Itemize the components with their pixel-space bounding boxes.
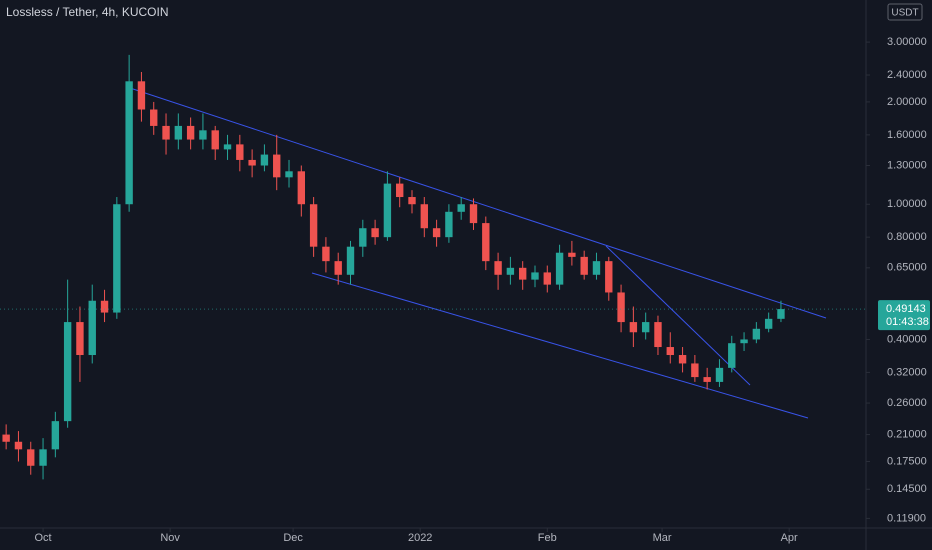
chart-title: Lossless / Tether, 4h, KUCOIN	[6, 5, 169, 19]
candle-body	[125, 81, 133, 205]
candle-body	[678, 355, 687, 364]
candle-body	[14, 441, 23, 450]
last-price-label: 0.49143	[886, 303, 926, 315]
candle-body	[580, 256, 588, 275]
candle-body	[568, 252, 576, 257]
x-tick-label: Mar	[653, 532, 672, 544]
y-tick-label: 0.14500	[887, 483, 927, 495]
y-tick-label: 0.21000	[887, 428, 927, 440]
candle-body	[371, 228, 379, 238]
candle-body	[162, 125, 170, 140]
candle-body	[715, 367, 724, 382]
candle-body	[641, 322, 650, 333]
x-tick-label: Feb	[538, 532, 557, 544]
candle-body	[777, 309, 785, 319]
y-tick-label: 1.00000	[887, 198, 927, 210]
plot: 3.00000 2.40000 2.00000 1.60000 1.30000 1.000…	[0, 36, 930, 544]
y-tick-label: 0.65000	[887, 262, 927, 274]
candle-body	[691, 363, 699, 378]
countdown-label: 01:43:38	[886, 316, 929, 328]
y-tick-label: 2.00000	[887, 96, 927, 108]
x-tick-label: 2022	[408, 532, 432, 544]
candle-body	[445, 211, 453, 238]
x-tick-label: Nov	[160, 532, 180, 544]
candle-body	[273, 154, 281, 178]
y-tick-label: 3.00000	[887, 36, 927, 48]
candle-body	[666, 347, 674, 356]
upper-channel-line	[129, 87, 827, 319]
candle-body	[199, 130, 207, 140]
candle-body	[432, 228, 441, 238]
candle-body	[359, 228, 367, 247]
y-tick-label: 0.11900	[887, 512, 926, 524]
y-tick-label: 0.80000	[887, 231, 927, 243]
currency-box[interactable]	[887, 3, 923, 21]
y-tick-label: 1.60000	[887, 129, 927, 141]
candle-body	[457, 204, 465, 212]
candle-body	[223, 144, 232, 150]
candle-body	[740, 339, 748, 344]
y-tick-label: 2.40000	[887, 69, 927, 81]
candle-body	[555, 252, 564, 285]
y-tick-label: 0.40000	[887, 333, 927, 345]
candle-body	[764, 318, 773, 329]
candle-body	[76, 322, 84, 356]
candle-body	[150, 109, 158, 126]
trend-lines	[129, 87, 827, 419]
candle-body	[482, 223, 490, 262]
candle-body	[519, 267, 527, 280]
candle-body	[322, 246, 330, 262]
candle-body	[285, 171, 293, 178]
x-tick-label: Apr	[781, 532, 798, 544]
candle-body	[469, 204, 478, 224]
lower-channel-line	[311, 272, 809, 419]
y-tick-label: 0.17500	[887, 455, 927, 467]
candle-body	[113, 204, 121, 313]
y-tick-label: 0.32000	[887, 366, 927, 378]
candle-body	[531, 272, 539, 280]
candle-body	[383, 183, 392, 238]
candle-body	[100, 300, 109, 313]
candle-body	[346, 246, 355, 275]
candle-body	[605, 261, 613, 293]
candle-body	[654, 322, 662, 348]
candle-body	[236, 144, 244, 160]
candle-body	[334, 261, 342, 275]
candle-body	[63, 322, 72, 422]
candle-body	[728, 343, 736, 368]
candle-body	[752, 328, 761, 340]
candle-body	[51, 421, 60, 450]
candle-body	[2, 434, 10, 442]
x-tick-label: Dec	[283, 532, 303, 544]
candle-body	[174, 125, 183, 140]
candle-body	[137, 81, 146, 110]
candle-body	[297, 171, 306, 205]
y-tick-label: 0.26000	[887, 397, 927, 409]
short-trend-line	[605, 245, 751, 386]
candle-body	[506, 267, 515, 275]
candle-body	[39, 449, 47, 466]
candle-body	[396, 183, 404, 198]
candle-body	[260, 154, 269, 166]
x-tick-label: Oct	[34, 532, 51, 544]
candle-body	[248, 159, 256, 166]
candle-body	[592, 261, 601, 275]
candle-body	[617, 292, 625, 323]
last-price-box	[878, 300, 930, 331]
candle-body	[629, 322, 638, 333]
candle-body	[211, 130, 219, 150]
candle-body	[494, 261, 502, 275]
candle-body	[543, 272, 551, 285]
candle-body	[703, 377, 711, 382]
y-tick-label: 1.30000	[887, 159, 927, 171]
candle-body	[88, 300, 96, 356]
candle-body	[420, 204, 428, 229]
candle-body	[27, 449, 35, 466]
currency-label[interactable]: USDT	[891, 8, 918, 19]
candle-body	[408, 197, 416, 205]
candle-body	[186, 125, 195, 140]
candle-body	[309, 204, 318, 247]
